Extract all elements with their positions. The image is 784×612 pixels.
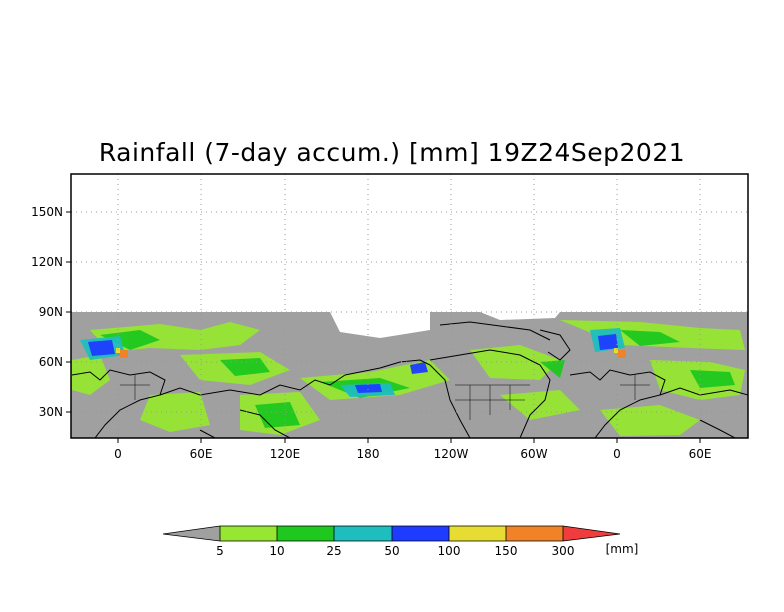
colorbar: 5 10 25 50 100 150 300 [mm]: [162, 525, 639, 558]
x-tick-label: 0: [114, 447, 122, 461]
x-tick-label: 60E: [689, 447, 712, 461]
y-tick-label: 30N: [39, 405, 63, 419]
colorbar-label: 150: [495, 544, 518, 558]
plot-frame: [70, 173, 749, 439]
y-tick-label: 120N: [31, 255, 63, 269]
x-tick-label: 60E: [190, 447, 213, 461]
colorbar-label: 50: [384, 544, 399, 558]
colorbar-over-triangle: [563, 526, 620, 541]
colorbar-label: 300: [552, 544, 575, 558]
colorbar-label: 5: [216, 544, 224, 558]
colorbar-swatch: [449, 526, 506, 541]
x-tick-labels: 0 60E 120E 180 120W 60W 0 60E: [114, 447, 711, 461]
colorbar-label: 10: [269, 544, 284, 558]
y-tick-labels: 150N 120N 90N 60N 30N: [31, 205, 63, 419]
y-tick-label: 150N: [31, 205, 63, 219]
colorbar-under-triangle: [163, 526, 220, 541]
x-tick-label: 120W: [434, 447, 469, 461]
colorbar-swatch: [334, 526, 392, 541]
y-tick-label: 90N: [39, 305, 63, 319]
colorbar-unit: [mm]: [606, 542, 639, 556]
x-tick-label: 60W: [520, 447, 547, 461]
x-tick-label: 0: [613, 447, 621, 461]
graticule: [71, 174, 748, 438]
colorbar-swatch: [277, 526, 334, 541]
colorbar-swatch: [506, 526, 563, 541]
x-tick-label: 180: [357, 447, 380, 461]
rainfall-field: [71, 312, 748, 438]
map-title: Rainfall (7-day accum.) [mm] 19Z24Sep202…: [98, 138, 686, 167]
y-tick-label: 60N: [39, 355, 63, 369]
colorbar-label: 25: [326, 544, 341, 558]
colorbar-label: 100: [438, 544, 461, 558]
x-tick-label: 120E: [270, 447, 301, 461]
colorbar-swatch: [392, 526, 449, 541]
colorbar-swatch: [220, 526, 277, 541]
